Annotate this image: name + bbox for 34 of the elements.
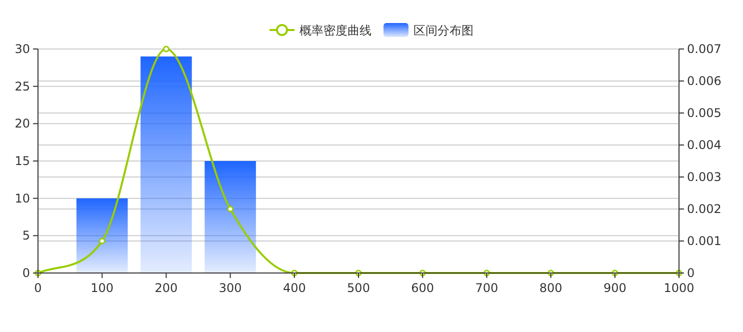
y2-tick-label: 0.005 (687, 106, 722, 120)
bar (140, 56, 192, 273)
x-tick-label: 400 (282, 281, 306, 295)
y2-tick-label: 0.006 (687, 74, 722, 88)
bar (76, 198, 128, 273)
x-tick-label: 200 (154, 281, 178, 295)
point (227, 206, 234, 212)
y-tick-label: 15 (14, 154, 30, 168)
point (98, 238, 106, 244)
y2-tick-label: 0.001 (687, 234, 722, 248)
bar (204, 161, 256, 273)
legend-label: 概率密度曲线 (300, 24, 372, 38)
x-tick-label: 900 (603, 281, 626, 295)
x-tick-label: 500 (347, 281, 370, 295)
x-tick-label: 300 (218, 281, 242, 295)
y-tick-label: 30 (14, 42, 30, 56)
x-tick-label: 100 (90, 281, 114, 295)
y2-tick-label: 0.004 (687, 138, 722, 152)
y-tick-label: 20 (14, 116, 30, 131)
y2-tick-label: 0 (687, 266, 695, 280)
x-tick-label: 600 (411, 281, 434, 295)
y-tick-label: 0 (22, 266, 30, 280)
y-tick-label: 5 (22, 228, 30, 243)
y-tick-label: 10 (14, 191, 30, 206)
x-tick-label: 700 (475, 281, 498, 295)
x-tick-label: 1000 (664, 281, 694, 295)
y2-tick-label: 0.007 (687, 42, 722, 56)
x-tick-label: 800 (539, 281, 562, 295)
point (162, 46, 170, 52)
y2-tick-label: 0.002 (687, 202, 722, 216)
x-tick-label: 0 (34, 281, 42, 295)
legend-label: 区间分布图 (414, 24, 474, 38)
y2-tick-label: 0.003 (687, 170, 722, 184)
y-tick-label: 25 (14, 79, 30, 94)
